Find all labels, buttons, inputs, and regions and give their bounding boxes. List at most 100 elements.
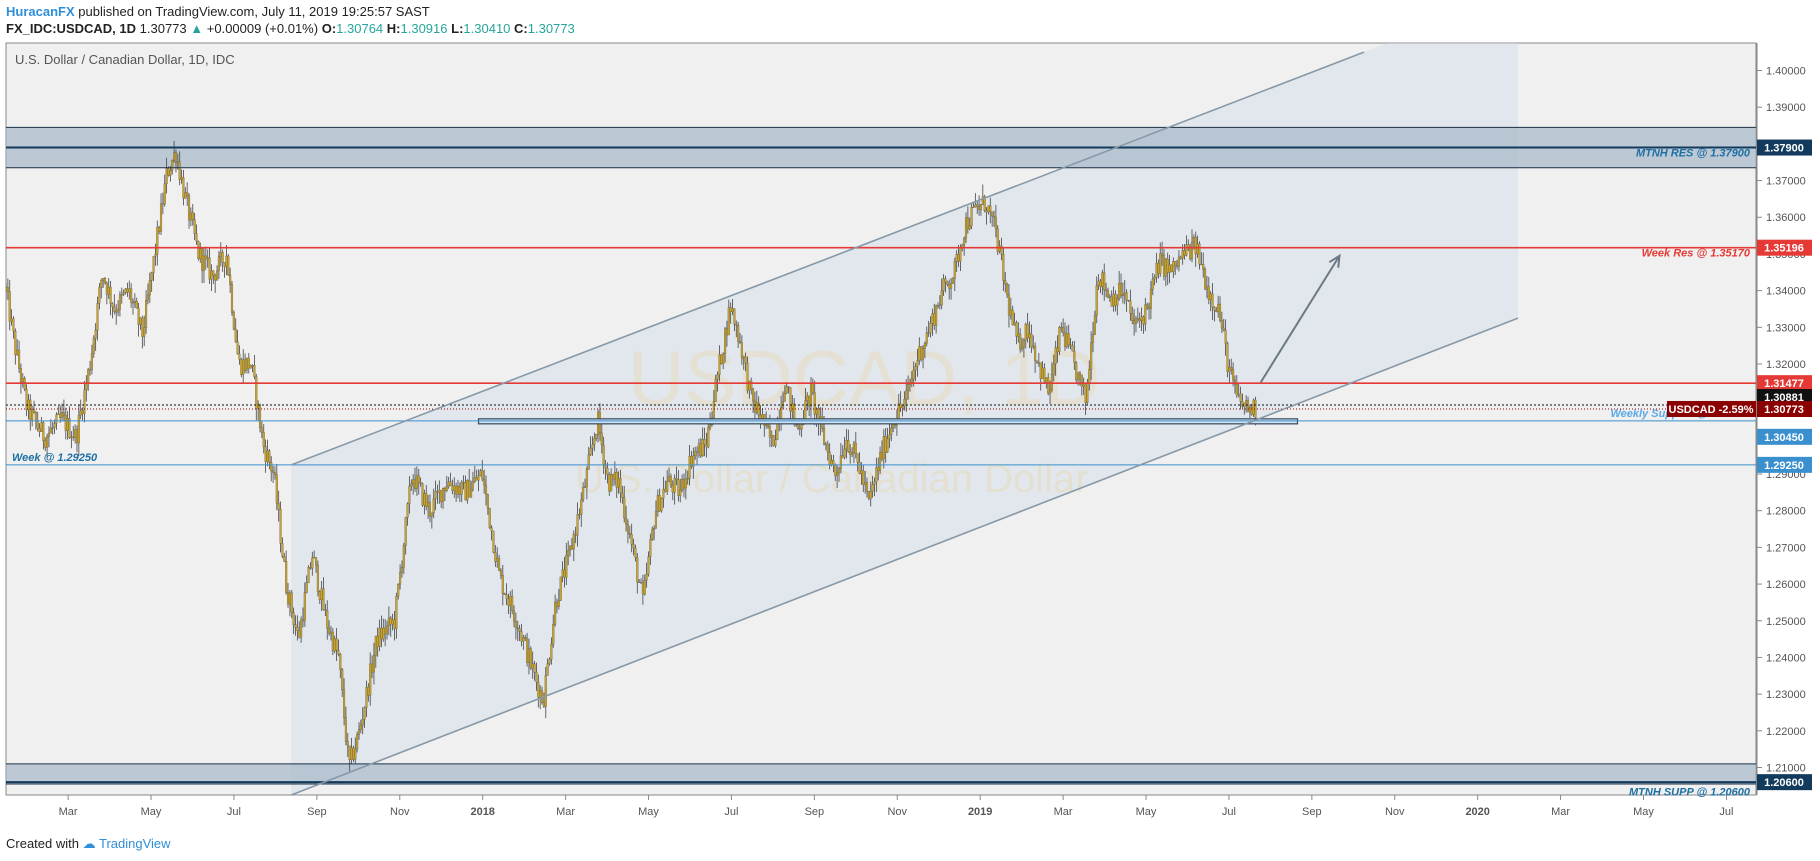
candle-body [880, 451, 884, 460]
candle-body [64, 414, 67, 431]
tradingview-link[interactable]: TradingView [99, 836, 171, 851]
candle-body [753, 400, 757, 413]
candle-body [359, 724, 362, 730]
x-tick-label: May [141, 806, 162, 818]
candle-body [6, 287, 8, 291]
candle-body [1248, 407, 1251, 412]
candle-body [824, 443, 827, 445]
last-price: 1.30773 [139, 21, 187, 36]
candle-body [1125, 292, 1128, 301]
candle-body [1106, 289, 1110, 298]
candle-body [856, 453, 859, 463]
candle-body [740, 342, 743, 359]
candle-body [371, 663, 374, 673]
candle-body [397, 583, 400, 597]
candle-body [189, 212, 192, 221]
candle-body [641, 582, 644, 595]
candle-body [1097, 280, 1100, 286]
candle-body [180, 177, 183, 180]
time-axis[interactable]: Mar May Jul Sep Nov 2018 Mar May Jul Sep Nov 2019 Ma… [59, 795, 1734, 818]
candle-body [96, 303, 99, 331]
candle-body [959, 248, 962, 262]
close-value: 1.30773 [527, 21, 575, 36]
candle-body [1073, 350, 1076, 363]
candle-body [384, 627, 387, 635]
candle-body [361, 719, 364, 726]
open-value: 1.30764 [336, 21, 384, 36]
x-tick-label: 2020 [1465, 806, 1489, 818]
candle-body [486, 493, 489, 509]
candle-body [901, 405, 904, 408]
candle-body [184, 192, 187, 199]
candle-body [1000, 245, 1003, 255]
candle-body [935, 305, 938, 326]
candle-body [389, 617, 392, 625]
candle-body [453, 485, 456, 491]
candle-body [750, 380, 753, 389]
candle-body [202, 255, 206, 271]
candle-body [473, 477, 476, 482]
candle-body [412, 479, 415, 485]
candle-body [518, 628, 521, 632]
candle-body [619, 478, 622, 494]
candle-body [1093, 315, 1096, 335]
candle-body [354, 748, 357, 760]
candle-body [682, 478, 686, 489]
candle-body [440, 490, 443, 503]
candle-body [789, 387, 792, 412]
candle-body [496, 557, 499, 562]
candle-body [468, 480, 471, 498]
candle-body [535, 672, 538, 683]
candle-body [583, 486, 587, 488]
x-tick-label: Jul [724, 806, 738, 818]
candle-body [811, 383, 814, 393]
candle-body [100, 280, 103, 288]
candle-body [46, 436, 49, 448]
candle-body [729, 307, 732, 312]
candle-body [849, 451, 852, 455]
candle-body [230, 284, 234, 313]
candle-body [854, 442, 857, 454]
candle-body [781, 401, 785, 408]
candle-body [333, 638, 336, 652]
candle-body [356, 734, 359, 750]
candle-body [658, 495, 661, 512]
candle-body [187, 195, 191, 221]
candle-body [946, 281, 949, 285]
candle-body [994, 216, 997, 230]
candle-body [201, 248, 204, 271]
candle-body [992, 215, 996, 218]
mtnh-res-label: MTNH RES @ 1.37900 [1636, 148, 1751, 160]
candle-body [300, 619, 303, 638]
candle-body [1108, 296, 1111, 298]
candle-body [348, 745, 351, 760]
tradingview-logo-icon[interactable]: ☁ [82, 836, 96, 851]
candle-body [696, 451, 699, 453]
y-tick-label: 1.25000 [1766, 616, 1806, 628]
candle-body [1140, 316, 1143, 321]
candle-body [339, 654, 342, 670]
candle-body [419, 482, 422, 484]
candle-body [1147, 306, 1151, 310]
candle-body [470, 489, 473, 498]
candle-body [565, 555, 568, 578]
candle-body [255, 376, 258, 409]
candle-body [933, 313, 936, 326]
author-link[interactable]: HuracanFX [6, 4, 75, 19]
low-value: 1.30410 [463, 21, 511, 36]
candle-body [737, 325, 740, 342]
current-price-tag-text: 1.30773 [1764, 404, 1804, 416]
candle-body [1052, 363, 1055, 375]
candle-body [914, 366, 917, 371]
candle-body [266, 450, 269, 462]
candle-body [511, 596, 514, 611]
x-tick-label: Nov [390, 806, 410, 818]
candle-body [285, 561, 288, 593]
candle-body [787, 386, 790, 388]
candle-body [191, 212, 194, 220]
x-tick-label: Nov [887, 806, 907, 818]
candle-body [1028, 333, 1031, 339]
candle-body [341, 669, 344, 690]
candle-body [1131, 313, 1134, 321]
